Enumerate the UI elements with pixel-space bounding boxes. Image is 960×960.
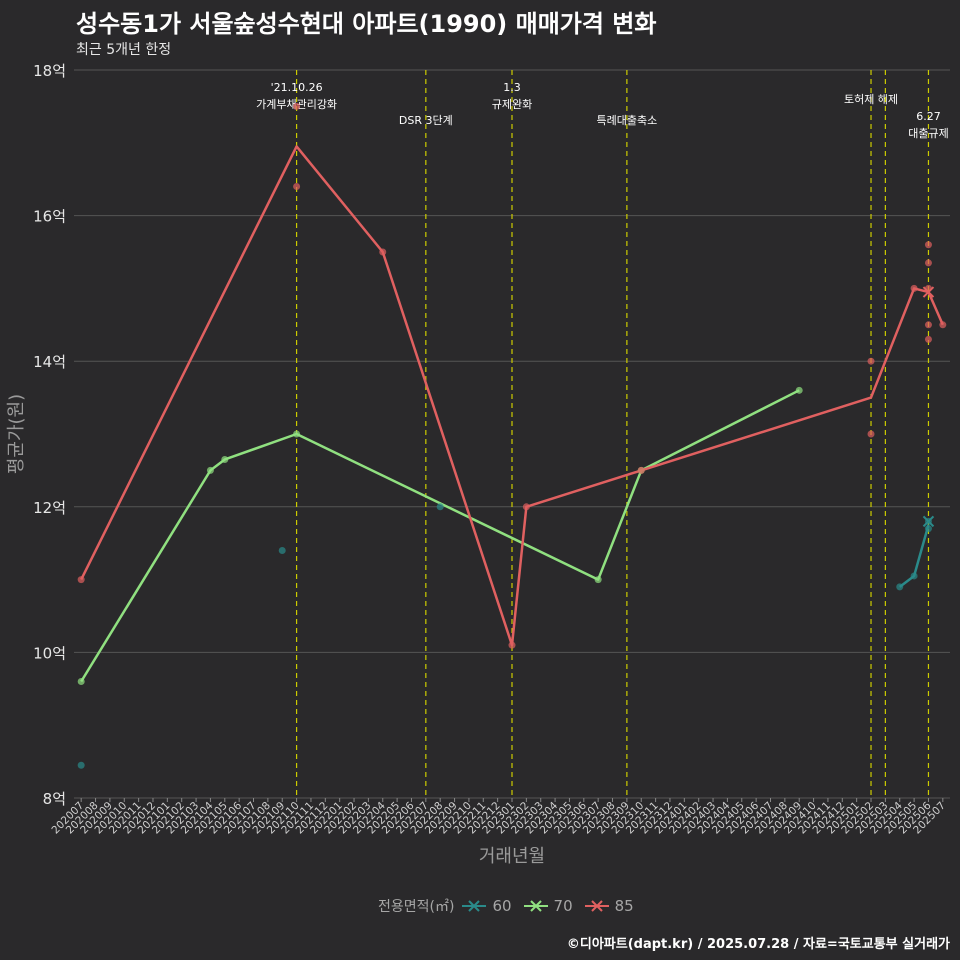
data-point-85	[508, 641, 516, 649]
series-line-70	[80, 389, 800, 683]
legend-label-85: 85	[614, 897, 634, 915]
y-tick-label: 16억	[33, 208, 66, 226]
y-tick-label: 14억	[33, 353, 66, 371]
legend-item-85: 85	[584, 897, 634, 915]
data-point-70	[293, 430, 301, 438]
legend-item-60: 60	[462, 897, 512, 915]
data-point-85	[867, 357, 875, 365]
data-point-70	[795, 386, 803, 394]
y-tick-label: 18억	[33, 62, 66, 80]
event-annotation: '21.10.26	[271, 81, 323, 94]
data-point-85	[910, 284, 918, 292]
y-tick-label: 8억	[43, 790, 66, 808]
chart-title: 성수동1가 서울숲성수현대 아파트(1990) 매매가격 변화	[76, 10, 657, 38]
data-point-85	[522, 503, 530, 511]
data-point-60	[436, 503, 444, 511]
event-annotation: 대출규제	[908, 127, 948, 140]
data-point-60	[924, 525, 932, 533]
x-axis-title: 거래년월	[479, 846, 545, 867]
data-point-85	[924, 335, 932, 343]
data-point-60	[910, 572, 918, 580]
last-point-marker-60	[922, 515, 935, 528]
event-annotation: 6.27	[916, 110, 941, 123]
event-annotation: 규제완화	[492, 98, 532, 111]
legend-key-85-icon	[584, 900, 609, 912]
legend-label-70: 70	[553, 897, 573, 915]
data-point-70	[206, 466, 214, 474]
event-annotation: 1.3	[503, 81, 521, 94]
legend: 전용면적(㎡) 60 70 85	[378, 896, 646, 916]
data-point-85	[939, 321, 947, 329]
legend-title: 전용면적(㎡)	[378, 899, 455, 915]
data-point-85	[924, 241, 932, 249]
data-point-85	[379, 248, 387, 256]
y-tick-label: 12억	[33, 499, 66, 517]
legend-key-60-icon	[462, 900, 487, 912]
legend-key-70-icon	[523, 900, 548, 912]
source-caption: ©디아파트(dapt.kr) / 2025.07.28 / 자료=국토교통부 실…	[566, 937, 950, 952]
data-point-85	[867, 430, 875, 438]
y-tick-label: 10억	[33, 644, 66, 662]
data-point-85	[293, 182, 301, 190]
last-point-marker-85	[922, 286, 935, 298]
data-point-70	[221, 455, 229, 463]
series-line-85	[80, 145, 944, 647]
data-point-85	[924, 259, 932, 267]
data-point-60	[278, 546, 286, 554]
data-point-70	[594, 576, 602, 584]
data-point-85	[637, 466, 645, 474]
data-point-60	[77, 761, 85, 769]
legend-item-70: 70	[523, 897, 573, 915]
event-annotation: 토허제 해제	[844, 92, 898, 106]
data-point-85	[293, 102, 301, 110]
event-annotation: 특례대출축소	[597, 114, 658, 127]
data-point-85	[924, 321, 932, 329]
event-annotation: DSR 3단계	[399, 114, 453, 127]
data-point-60	[896, 583, 904, 591]
data-point-70	[77, 678, 85, 686]
data-point-85	[77, 576, 85, 584]
y-axis-title: 평균가(원)	[6, 394, 27, 474]
legend-label-60: 60	[492, 897, 512, 915]
chart-subtitle: 최근 5개년 한정	[76, 42, 172, 58]
